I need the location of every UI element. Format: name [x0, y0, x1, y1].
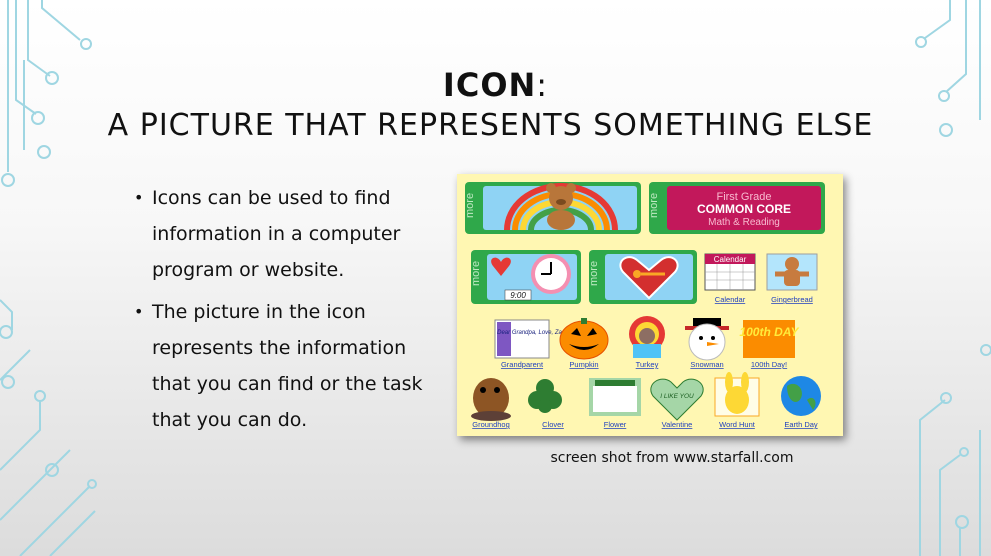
day100-sign-text: 100th DAY: [739, 325, 799, 339]
turkey-icon[interactable]: [629, 316, 665, 358]
gingerbread-icon[interactable]: [766, 253, 818, 291]
flower-link[interactable]: Flower: [604, 420, 627, 429]
clover-link[interactable]: Clover: [542, 420, 564, 429]
grandparent-link[interactable]: Grandparent: [501, 360, 544, 369]
more-tab-label: more: [588, 261, 600, 286]
clock-tile[interactable]: more 9:00: [470, 250, 581, 304]
bullet-text: Icons can be used to find information in…: [152, 187, 401, 281]
earthday-link[interactable]: Earth Day: [784, 420, 818, 429]
calendar-icon[interactable]: Calendar: [704, 253, 756, 291]
day100-link[interactable]: 100th Day!: [751, 360, 787, 369]
starfall-screenshot: more more First Grade COMMON CORE Math: [457, 174, 843, 436]
title-main: ICON: [442, 66, 537, 104]
snowman-icon[interactable]: [685, 318, 729, 361]
valentine-text: I LIKE YOU: [660, 393, 694, 400]
slide-title: ICON:: [0, 66, 991, 104]
banner-line-1: First Grade: [716, 191, 771, 203]
snowman-link[interactable]: Snowman: [690, 360, 723, 369]
valentine-link[interactable]: Valentine: [662, 420, 693, 429]
screenshot-caption: screen shot from www.starfall.com: [550, 450, 794, 466]
calendar-link[interactable]: Calendar: [715, 295, 746, 304]
bullet-text: The picture in the icon represents the i…: [152, 301, 423, 431]
clock-time-label: 9:00: [510, 291, 526, 300]
day100-icon[interactable]: 100th DAY: [739, 320, 800, 358]
title-colon: :: [536, 66, 549, 104]
more-tab-label: more: [648, 193, 660, 218]
grandparent-icon[interactable]: Dear Grandpa, Love, Zac: [494, 319, 565, 359]
groundhog-link[interactable]: Groundhog: [472, 420, 510, 429]
wordhunt-link[interactable]: Word Hunt: [719, 420, 756, 429]
bullet-dot-icon: •: [134, 188, 144, 207]
banner-line-2: COMMON CORE: [697, 202, 791, 216]
earthday-icon[interactable]: [781, 376, 821, 416]
more-tab-label: more: [470, 261, 482, 286]
common-core-banner[interactable]: more First Grade COMMON CORE Math & Read…: [648, 182, 825, 234]
bullet-dot-icon: •: [134, 302, 144, 321]
heart-key-tile[interactable]: more: [588, 250, 697, 304]
gingerbread-link[interactable]: Gingerbread: [771, 295, 813, 304]
valentine-icon[interactable]: I LIKE YOU: [650, 378, 704, 421]
flower-icon[interactable]: [589, 378, 641, 416]
bullet-item: • Icons can be used to find information …: [132, 180, 432, 288]
pumpkin-link[interactable]: Pumpkin: [569, 360, 598, 369]
turkey-link[interactable]: Turkey: [636, 360, 659, 369]
bullet-item: • The picture in the icon represents the…: [132, 294, 432, 438]
grandparent-card-text: Dear Grandpa, Love, Zac: [497, 330, 565, 336]
more-tab-label: more: [464, 193, 476, 218]
clover-icon[interactable]: [528, 379, 562, 413]
groundhog-icon[interactable]: [471, 378, 511, 421]
wordhunt-icon[interactable]: [714, 372, 760, 417]
pumpkin-icon[interactable]: [559, 318, 609, 360]
slide-subtitle: A PICTURE THAT REPRESENTS SOMETHING ELSE: [107, 108, 874, 143]
banner-line-3: Math & Reading: [708, 217, 780, 228]
bullet-list: • Icons can be used to find information …: [132, 180, 432, 444]
bear-rainbow-tile[interactable]: more: [464, 182, 641, 234]
calendar-header-label: Calendar: [714, 255, 747, 264]
